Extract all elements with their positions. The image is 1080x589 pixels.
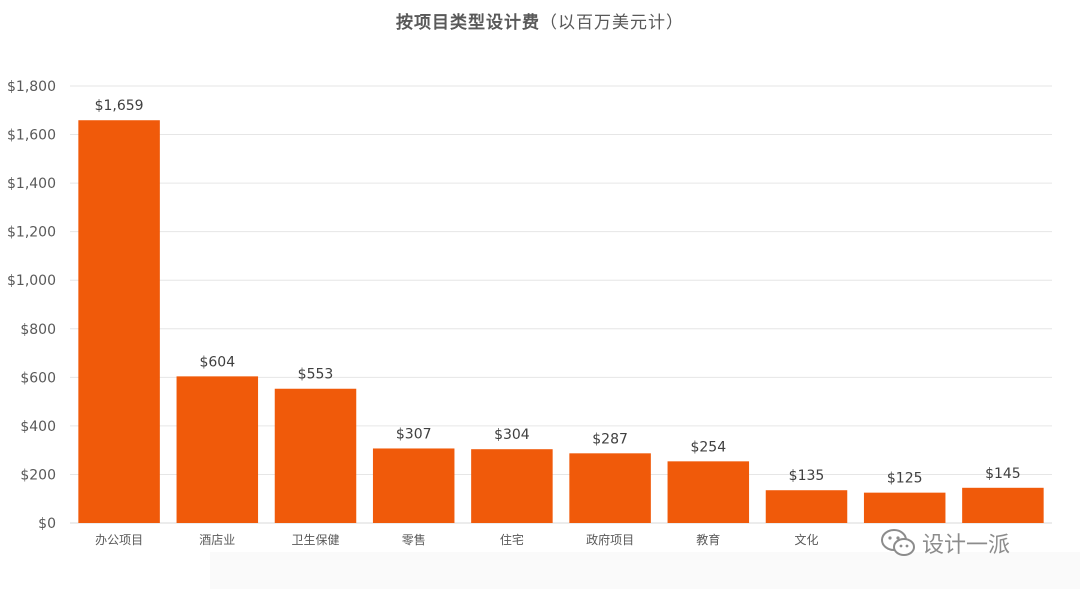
y-tick-label: $1,800 <box>7 79 56 95</box>
data-label: $145 <box>985 466 1021 482</box>
data-label: $254 <box>690 439 726 455</box>
data-label: $553 <box>298 367 334 383</box>
bar <box>962 487 1044 523</box>
category-label: 住宅 <box>500 532 524 547</box>
y-tick-label: $200 <box>20 467 56 483</box>
bar <box>78 120 160 524</box>
bar <box>372 448 455 523</box>
y-tick-label: $400 <box>20 419 56 435</box>
category-label: 教育 <box>696 532 720 547</box>
chart-title-sub: （以百万美元计） <box>540 13 684 33</box>
watermark-text: 设计一派 <box>922 533 1011 558</box>
bar <box>274 388 357 523</box>
bar <box>765 490 848 523</box>
y-tick-label: $1,000 <box>7 273 56 289</box>
category-label: 文化 <box>794 532 818 547</box>
category-label: 酒店业 <box>199 533 235 547</box>
category-label: 零售 <box>402 532 426 547</box>
bar <box>569 453 651 523</box>
data-label: $304 <box>494 427 530 443</box>
data-label: $307 <box>396 426 432 442</box>
chart-title: 按项目类型设计费（以百万美元计） <box>0 8 1080 33</box>
category-label: 办公项目 <box>95 532 143 547</box>
data-label: $1,659 <box>95 98 144 114</box>
bar <box>667 461 750 523</box>
bar <box>471 449 553 523</box>
y-tick-label: $0 <box>38 516 56 532</box>
y-tick-label: $600 <box>20 370 56 386</box>
bottom-band <box>210 552 1080 589</box>
bar <box>176 376 259 523</box>
category-label: 卫生保健 <box>291 533 339 547</box>
y-tick-label: $1,200 <box>7 225 56 241</box>
data-label: $287 <box>592 431 628 447</box>
wechat-icon <box>881 529 915 556</box>
bar <box>863 492 946 523</box>
y-tick-label: $1,600 <box>7 128 56 144</box>
watermark: 设计一派 <box>880 523 1010 563</box>
chart-title-main: 按项目类型设计费 <box>396 13 540 33</box>
category-label: 政府项目 <box>586 532 634 547</box>
data-label: $125 <box>887 471 923 487</box>
y-tick-label: $1,400 <box>7 176 56 192</box>
y-tick-label: $800 <box>20 322 56 338</box>
data-label: $135 <box>789 468 825 484</box>
data-label: $604 <box>199 354 235 370</box>
